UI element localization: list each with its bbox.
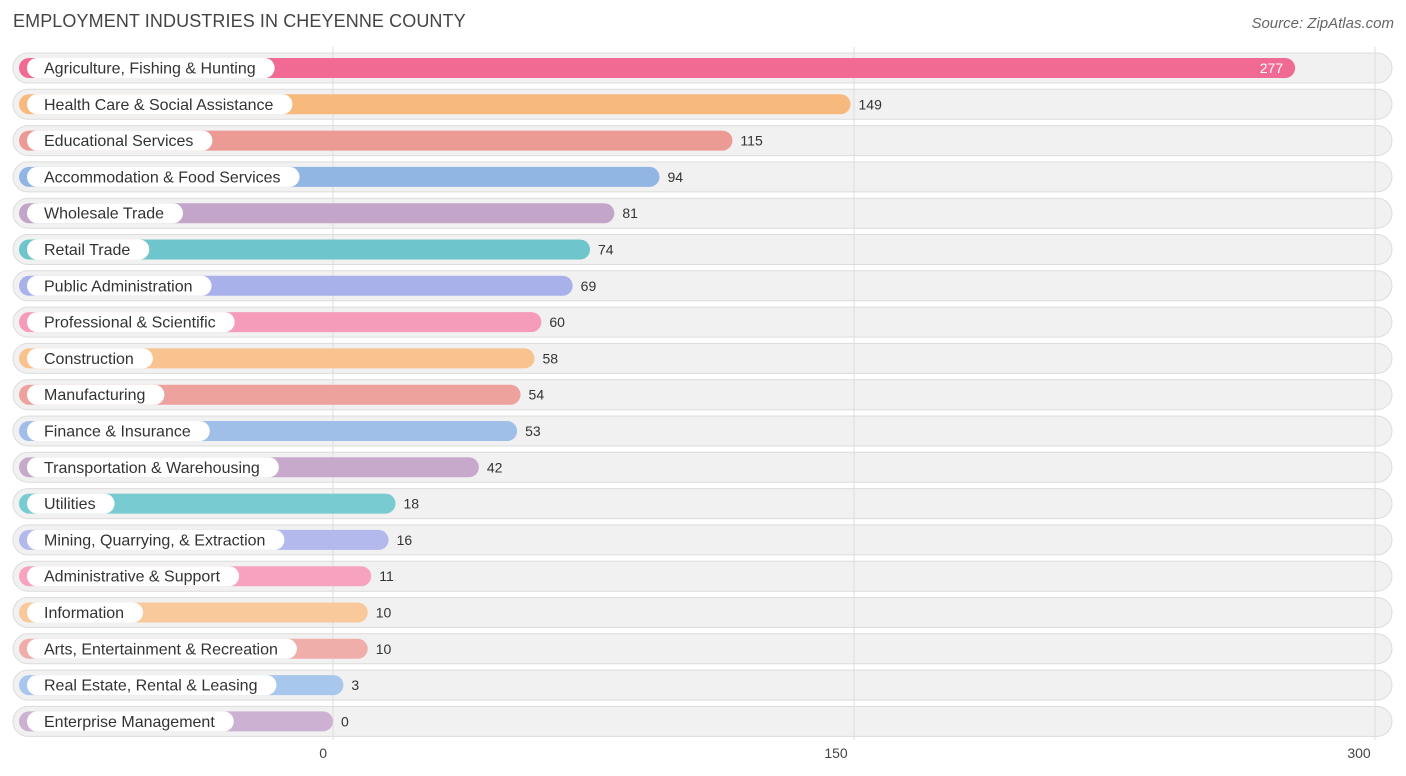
bar-group: Arts, Entertainment & Recreation 10 xyxy=(19,638,392,659)
category-label: Construction xyxy=(44,351,134,368)
value-label: 18 xyxy=(404,496,420,512)
category-pill xyxy=(27,348,153,369)
category-label: Health Care & Social Assistance xyxy=(44,97,274,114)
value-label: 94 xyxy=(667,169,683,185)
bar-group: Construction 58 xyxy=(19,348,558,369)
bar-group: Wholesale Trade 81 xyxy=(19,203,638,224)
category-label: Mining, Quarrying, & Extraction xyxy=(44,532,265,549)
category-label: Information xyxy=(44,605,124,622)
value-label: 60 xyxy=(549,314,565,330)
value-label: 53 xyxy=(525,423,541,439)
bar-group: Enterprise Management 0 xyxy=(19,711,349,732)
value-label: 42 xyxy=(487,459,503,475)
bar xyxy=(19,58,1296,78)
bar-group: Utilities 18 xyxy=(19,493,420,514)
category-pill xyxy=(27,711,234,732)
value-label: 58 xyxy=(542,350,558,366)
chart-title: EMPLOYMENT INDUSTRIES IN CHEYENNE COUNTY xyxy=(13,11,466,31)
category-pill xyxy=(27,58,275,78)
category-label: Arts, Entertainment & Recreation xyxy=(44,641,278,658)
value-label: 74 xyxy=(598,242,614,258)
category-label: Professional & Scientific xyxy=(44,315,216,332)
value-label: 277 xyxy=(1260,60,1284,76)
bar-group: Retail Trade 74 xyxy=(19,239,614,260)
value-label: 69 xyxy=(581,278,597,294)
category-pill xyxy=(27,457,279,478)
category-pill xyxy=(27,275,212,296)
category-label: Wholesale Trade xyxy=(44,206,164,223)
category-label: Enterprise Management xyxy=(44,714,215,731)
category-pill xyxy=(27,312,235,333)
category-pill xyxy=(27,130,213,151)
value-label: 10 xyxy=(376,641,392,657)
value-label: 81 xyxy=(622,205,638,221)
category-label: Retail Trade xyxy=(44,242,130,259)
bar-group: Real Estate, Rental & Leasing 3 xyxy=(19,675,359,696)
category-label: Agriculture, Fishing & Hunting xyxy=(44,61,256,78)
category-label: Administrative & Support xyxy=(44,569,221,586)
category-label: Public Administration xyxy=(44,278,193,295)
bar-group: Manufacturing 54 xyxy=(19,384,545,405)
category-pill xyxy=(27,675,277,696)
bar-group: Health Care & Social Assistance 149 xyxy=(19,94,883,115)
category-label: Finance & Insurance xyxy=(44,424,191,441)
x-tick-label: 150 xyxy=(824,745,848,761)
value-label: 54 xyxy=(529,387,545,403)
bar-group: Information 10 xyxy=(19,602,392,623)
value-label: 11 xyxy=(379,568,394,584)
value-label: 0 xyxy=(341,713,349,729)
category-pill xyxy=(27,203,184,224)
category-pill xyxy=(27,638,297,659)
category-pill xyxy=(27,421,210,441)
bar-group: Educational Services 115 xyxy=(19,130,763,151)
category-pill xyxy=(27,566,240,587)
value-label: 3 xyxy=(351,677,359,693)
bar-group: Professional & Scientific 60 xyxy=(19,312,565,333)
category-pill xyxy=(27,384,165,405)
bar-group: Agriculture, Fishing & Hunting 277 xyxy=(19,58,1296,78)
category-label: Manufacturing xyxy=(44,387,145,404)
category-pill xyxy=(27,602,144,623)
category-label: Real Estate, Rental & Leasing xyxy=(44,678,257,695)
category-pill xyxy=(27,529,285,550)
category-pill xyxy=(27,166,300,187)
value-label: 10 xyxy=(376,605,392,621)
value-label: 115 xyxy=(740,133,763,149)
x-tick-label: 300 xyxy=(1347,745,1371,761)
category-pill xyxy=(27,94,293,115)
bar xyxy=(19,239,591,260)
bar-group: Public Administration 69 xyxy=(19,275,597,296)
value-label: 16 xyxy=(397,532,413,548)
x-tick-label: 0 xyxy=(319,745,327,761)
x-axis-ticks: 0 150 300 xyxy=(319,745,1371,761)
bar-group: Administrative & Support 11 xyxy=(19,566,394,587)
category-pill xyxy=(27,239,150,260)
bar-group: Accommodation & Food Services 94 xyxy=(19,166,683,187)
row-background xyxy=(12,669,1393,701)
category-label: Transportation & Warehousing xyxy=(44,460,260,477)
bar-group: Mining, Quarrying, & Extraction 16 xyxy=(19,529,413,550)
bar-group: Finance & Insurance 53 xyxy=(19,421,541,441)
category-label: Utilities xyxy=(44,496,96,513)
bar-group: Transportation & Warehousing 42 xyxy=(19,457,503,478)
chart-source: Source: ZipAtlas.com xyxy=(1251,15,1394,32)
category-label: Accommodation & Food Services xyxy=(44,169,281,186)
category-pill xyxy=(27,493,115,514)
row-background xyxy=(12,705,1393,737)
bars: Agriculture, Fishing & Hunting 277 Health … xyxy=(19,58,1296,732)
category-label: Educational Services xyxy=(44,133,193,150)
value-label: 149 xyxy=(859,96,883,112)
